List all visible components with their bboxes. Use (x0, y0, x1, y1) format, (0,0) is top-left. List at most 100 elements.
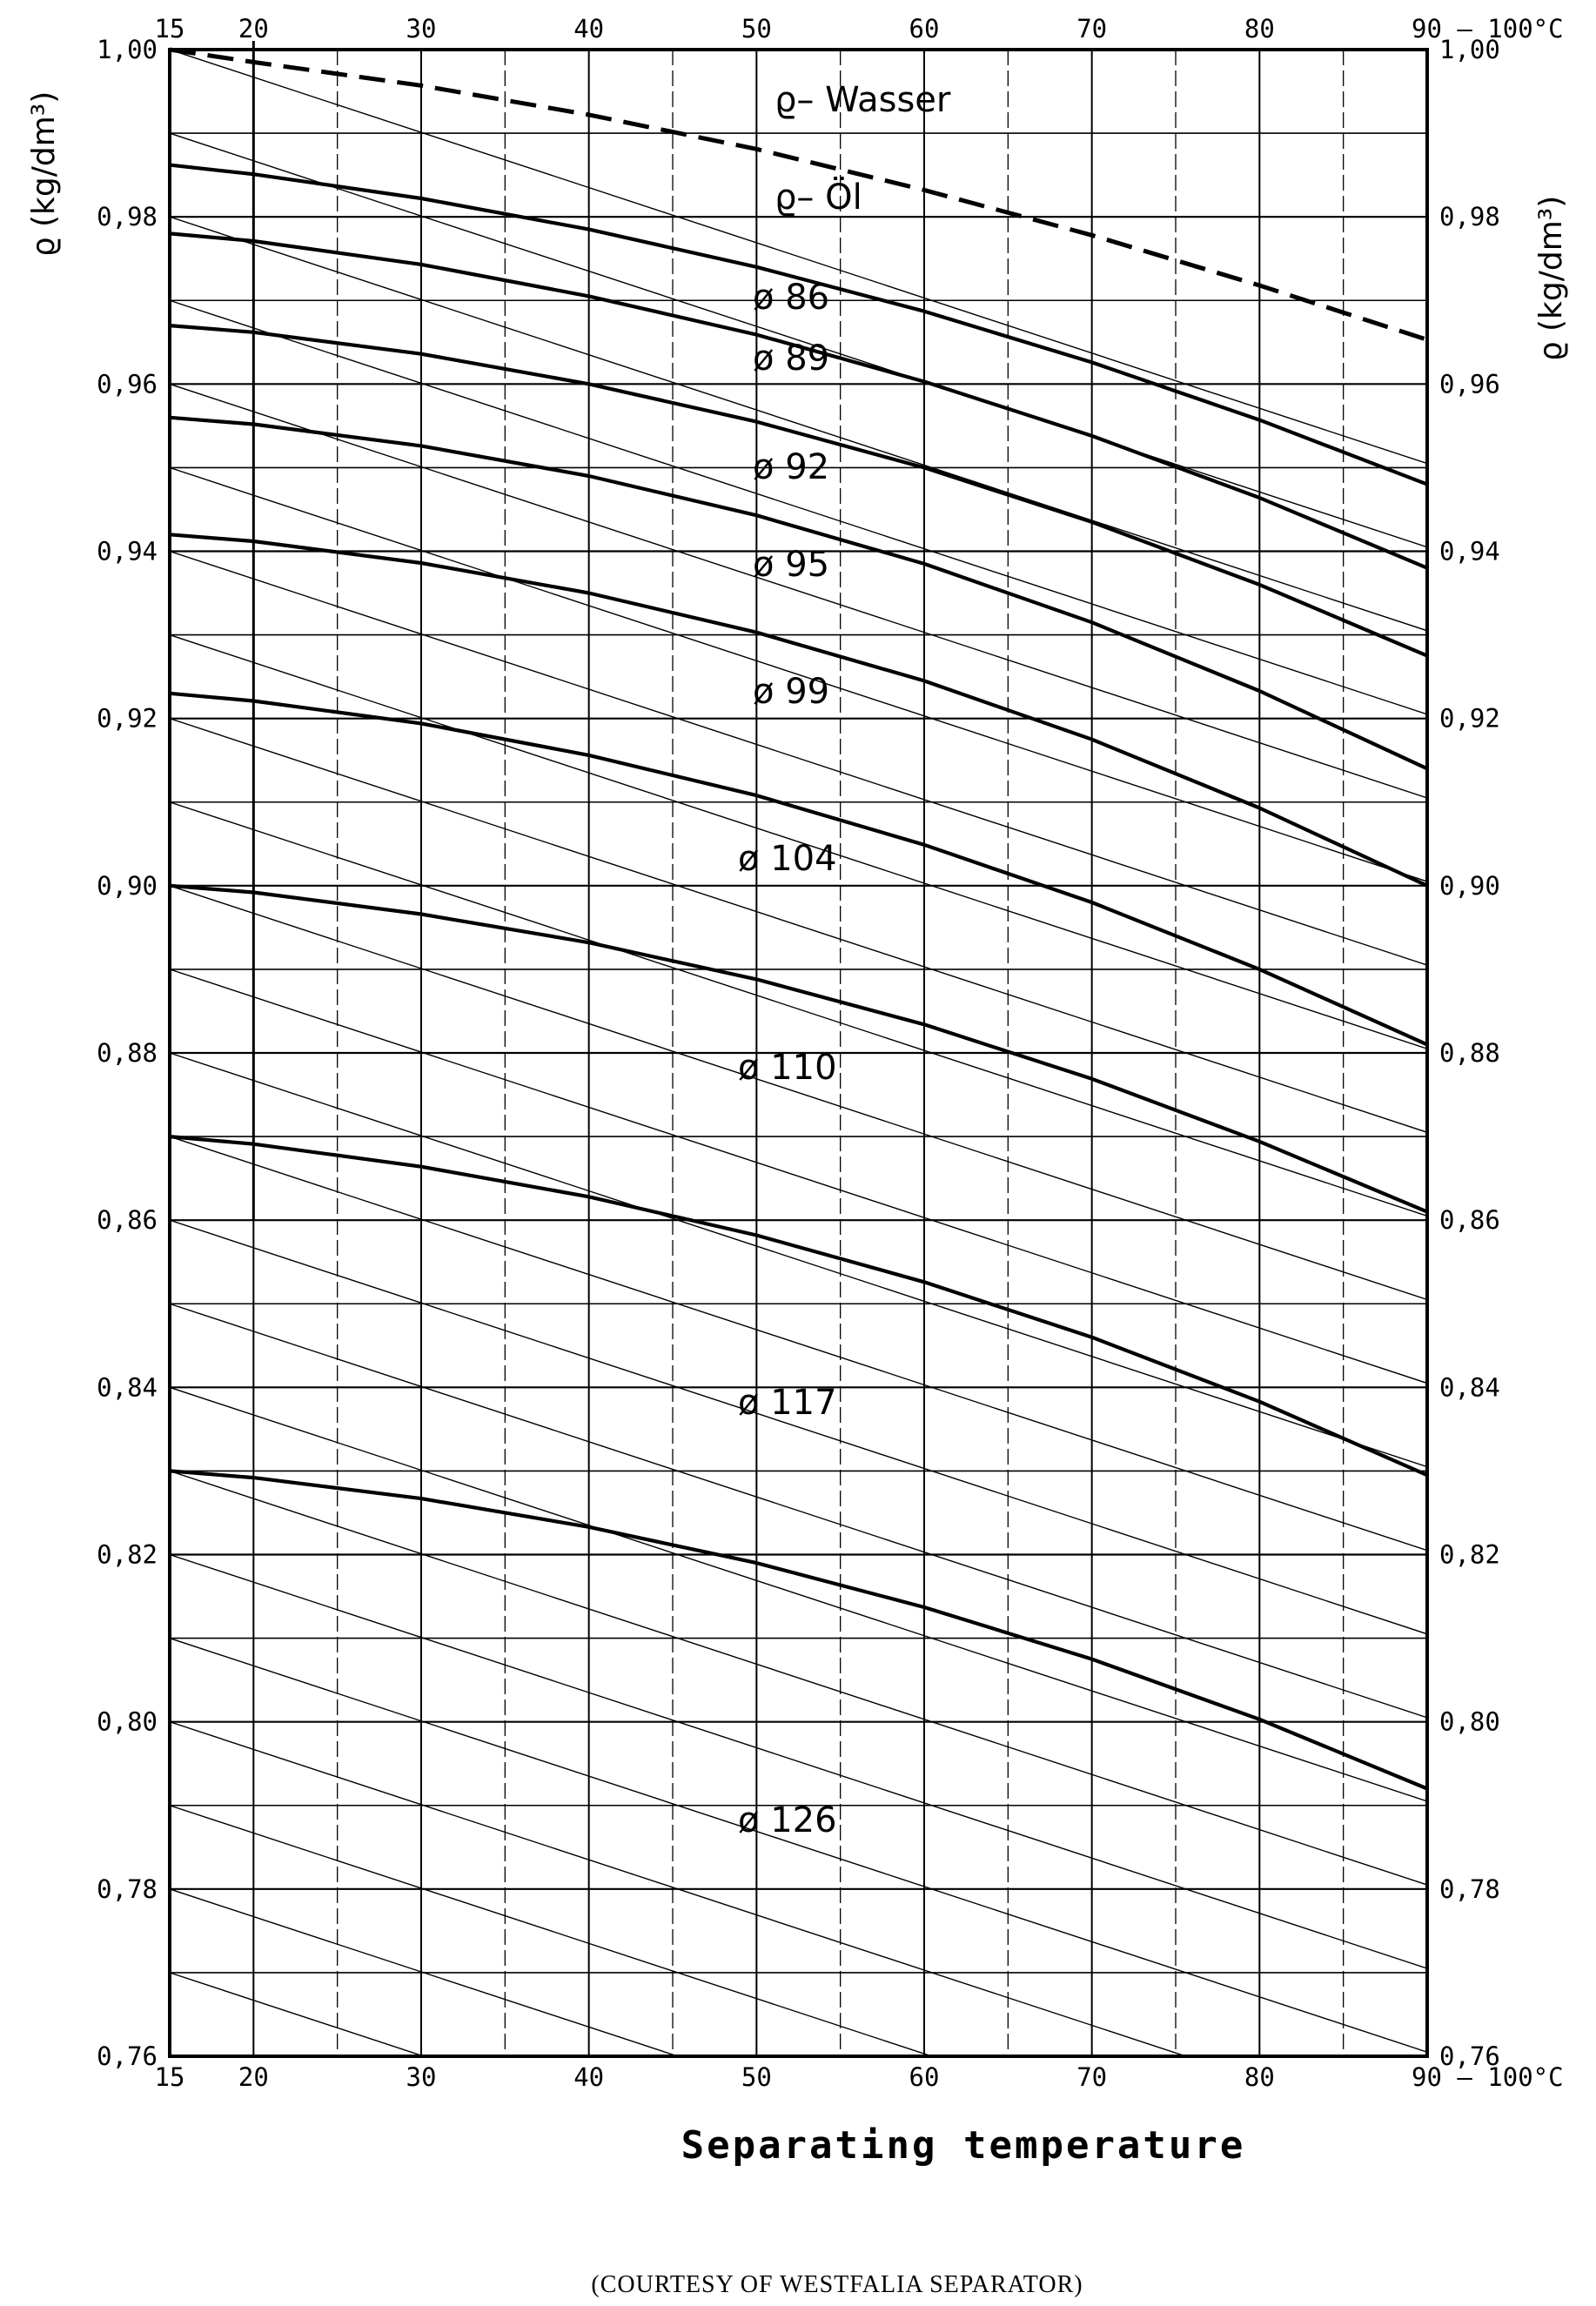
guide-lines (170, 50, 1427, 2056)
series-line-7 (169, 883, 1428, 1214)
y-tick-label-left: 0,78 (97, 1874, 158, 1904)
x-tick-label-top: 15 (155, 14, 185, 44)
guide-line (170, 1972, 426, 2056)
y-tick-label-left: 0,84 (97, 1372, 158, 1402)
series-line-1 (169, 163, 1428, 486)
x-tick-label-bottom: 90 – 100°C (1412, 2062, 1564, 2092)
y-axis-label-left: ϱ (kg/dm³) (26, 91, 62, 258)
curve-label-density: ϱ– Wasser (775, 80, 951, 120)
curve-label-diameter: ø 99 (753, 672, 829, 712)
x-tick-label-bottom: 50 (741, 2062, 772, 2092)
curve-label-diameter: ø 86 (753, 278, 829, 318)
y-tick-label-left: 0,96 (97, 369, 158, 399)
x-tick-label-top: 20 (238, 14, 269, 44)
plot-border (168, 48, 1429, 2058)
curve-labels: ϱ– Wasser ϱ– Öl ø 86 ø 89 ø 92 ø 95 ø 99 ø 104 ø… (738, 80, 951, 1840)
y-tick-label-right: 0,80 (1439, 1707, 1500, 1737)
y-axis-label-right: ϱ (kg/dm³) (1533, 196, 1569, 362)
curve-label-diameter: ø 104 (738, 839, 837, 879)
guide-line (170, 801, 1427, 1217)
series-lines (169, 47, 1428, 1791)
y-tick-label-right: 0,90 (1439, 871, 1500, 901)
guide-line (170, 216, 1427, 632)
guide-line (170, 1386, 1427, 1802)
y-tick-label-right: 0,88 (1439, 1038, 1500, 1068)
y-tick-label-left: 0,98 (97, 202, 158, 231)
curve-label-diameter: ø 110 (738, 1048, 837, 1088)
guide-line (170, 1721, 1188, 2056)
y-tick-label-right: 0,76 (1439, 2041, 1500, 2071)
guide-line (170, 50, 1427, 465)
series-line-5 (169, 533, 1428, 888)
y-tick-label-right: 0,98 (1439, 202, 1500, 231)
guide-line (170, 1219, 1427, 1635)
y-tick-label-left: 0,92 (97, 704, 158, 734)
x-tick-label-bottom: 70 (1076, 2062, 1107, 2092)
series-line-4 (169, 415, 1428, 771)
y-tick-label-right: 0,86 (1439, 1205, 1500, 1235)
curve-label-density: ϱ– Öl (775, 176, 862, 218)
guide-line (170, 550, 1427, 966)
guide-line (170, 1553, 1427, 1969)
series-line-2 (169, 231, 1428, 570)
guide-line (170, 1136, 1427, 1552)
y-tick-label-right: 0,78 (1439, 1874, 1500, 1904)
guide-line (170, 633, 1427, 1049)
x-tick-label-top: 50 (741, 14, 772, 44)
y-tick-label-left: 0,88 (97, 1038, 158, 1068)
curve-label-diameter: ø 126 (738, 1800, 837, 1840)
series-line-6 (169, 691, 1428, 1047)
guide-line (170, 1470, 1427, 1886)
x-tick-label-top: 30 (406, 14, 437, 44)
x-tick-label-top: 90 – 100°C (1412, 14, 1564, 44)
guide-line (170, 2055, 172, 2056)
curve-label-diameter: ø 117 (738, 1383, 837, 1423)
guide-line (170, 1805, 934, 2056)
guide-line (170, 1888, 681, 2056)
y-tick-label-left: 0,80 (97, 1707, 158, 1737)
curve-label-diameter: ø 92 (753, 447, 829, 487)
x-tick-label-top: 60 (909, 14, 940, 44)
guide-line (170, 969, 1427, 1384)
y-tick-label-left: 0,76 (97, 2041, 158, 2071)
x-tick-label-bottom: 20 (238, 2062, 269, 2092)
guide-line (170, 132, 1427, 548)
x-tick-label-bottom: 60 (909, 2062, 940, 2092)
y-tick-label-left: 0,90 (97, 871, 158, 901)
y-tick-label-left: 0,94 (97, 537, 158, 566)
guide-line (170, 1052, 1427, 1468)
x-tick-label-bottom: 40 (573, 2062, 604, 2092)
x-tick-label-bottom: 30 (406, 2062, 437, 2092)
guide-line (170, 466, 1427, 882)
tick-labels: 15 15 20 20 30 30 40 40 50 50 60 60 70 70 80 80 90 – 100… (97, 14, 1563, 2092)
y-tick-label-right: 1,00 (1439, 35, 1500, 64)
x-tick-label-top: 80 (1244, 14, 1275, 44)
guide-line (170, 885, 1427, 1301)
chart-credit: (COURTESY OF WESTFALIA SEPARATOR) (591, 2271, 1083, 2298)
guide-line (170, 1303, 1427, 1719)
guide-line (170, 299, 1427, 715)
series-line-8 (169, 1135, 1428, 1478)
guide-line (170, 718, 1427, 1133)
x-tick-label-bottom: 80 (1244, 2062, 1275, 2092)
curve-label-diameter: ø 95 (753, 545, 829, 585)
x-tick-label-top: 40 (573, 14, 604, 44)
guide-line (170, 1637, 1427, 2053)
y-tick-label-right: 0,84 (1439, 1372, 1500, 1402)
y-tick-label-left: 0,86 (97, 1205, 158, 1235)
curve-label-diameter: ø 89 (753, 339, 829, 379)
x-tick-label-bottom: 15 (155, 2062, 185, 2092)
plot-frame (168, 41, 1429, 2058)
y-tick-label-right: 0,94 (1439, 537, 1500, 566)
y-tick-label-right: 0,96 (1439, 369, 1500, 399)
x-axis-title: Separating temperature (681, 2123, 1246, 2168)
series-line-3 (169, 324, 1428, 658)
series-line-wasser (169, 47, 1428, 342)
y-tick-label-left: 0,82 (97, 1540, 158, 1570)
series-line-9 (169, 1469, 1428, 1791)
y-tick-label-right: 0,92 (1439, 704, 1500, 734)
y-tick-label-left: 1,00 (97, 35, 158, 64)
guide-line (170, 383, 1427, 799)
y-tick-label-right: 0,82 (1439, 1540, 1500, 1570)
